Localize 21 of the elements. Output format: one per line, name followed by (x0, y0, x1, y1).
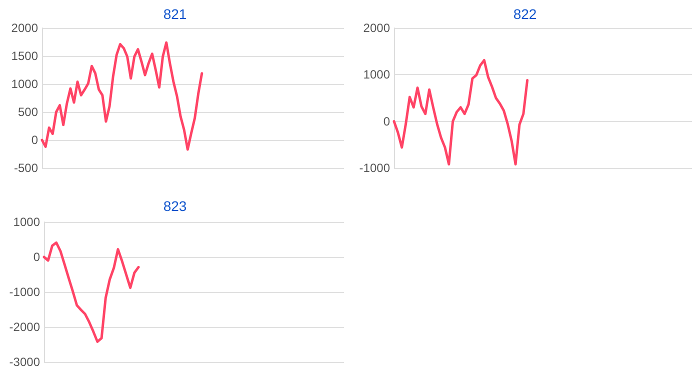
line-series (392, 58, 529, 166)
y-tick-label: 1000 (363, 68, 390, 82)
chart-title: 821 (163, 6, 187, 22)
y-tick-label: 1000 (13, 215, 40, 229)
line-series (40, 41, 204, 151)
y-tick-label: 1500 (11, 49, 38, 63)
y-tick-label: -1000 (359, 161, 390, 175)
y-tick-label: -500 (14, 161, 38, 175)
y-tick-label: 2000 (11, 21, 38, 35)
line-series (42, 241, 140, 343)
y-tick-label: 1000 (11, 77, 38, 91)
y-tick-label: -1000 (9, 285, 40, 299)
y-tick-label: 2000 (363, 21, 390, 35)
y-tick-label: 500 (18, 105, 38, 119)
chart-title: 822 (513, 6, 537, 22)
y-tick-label: -2000 (9, 320, 40, 334)
chart-title: 823 (163, 198, 187, 214)
y-tick-label: 0 (33, 250, 40, 264)
y-tick-label: 0 (383, 114, 390, 128)
y-tick-label: -3000 (9, 355, 40, 369)
y-tick-label: 0 (31, 133, 38, 147)
